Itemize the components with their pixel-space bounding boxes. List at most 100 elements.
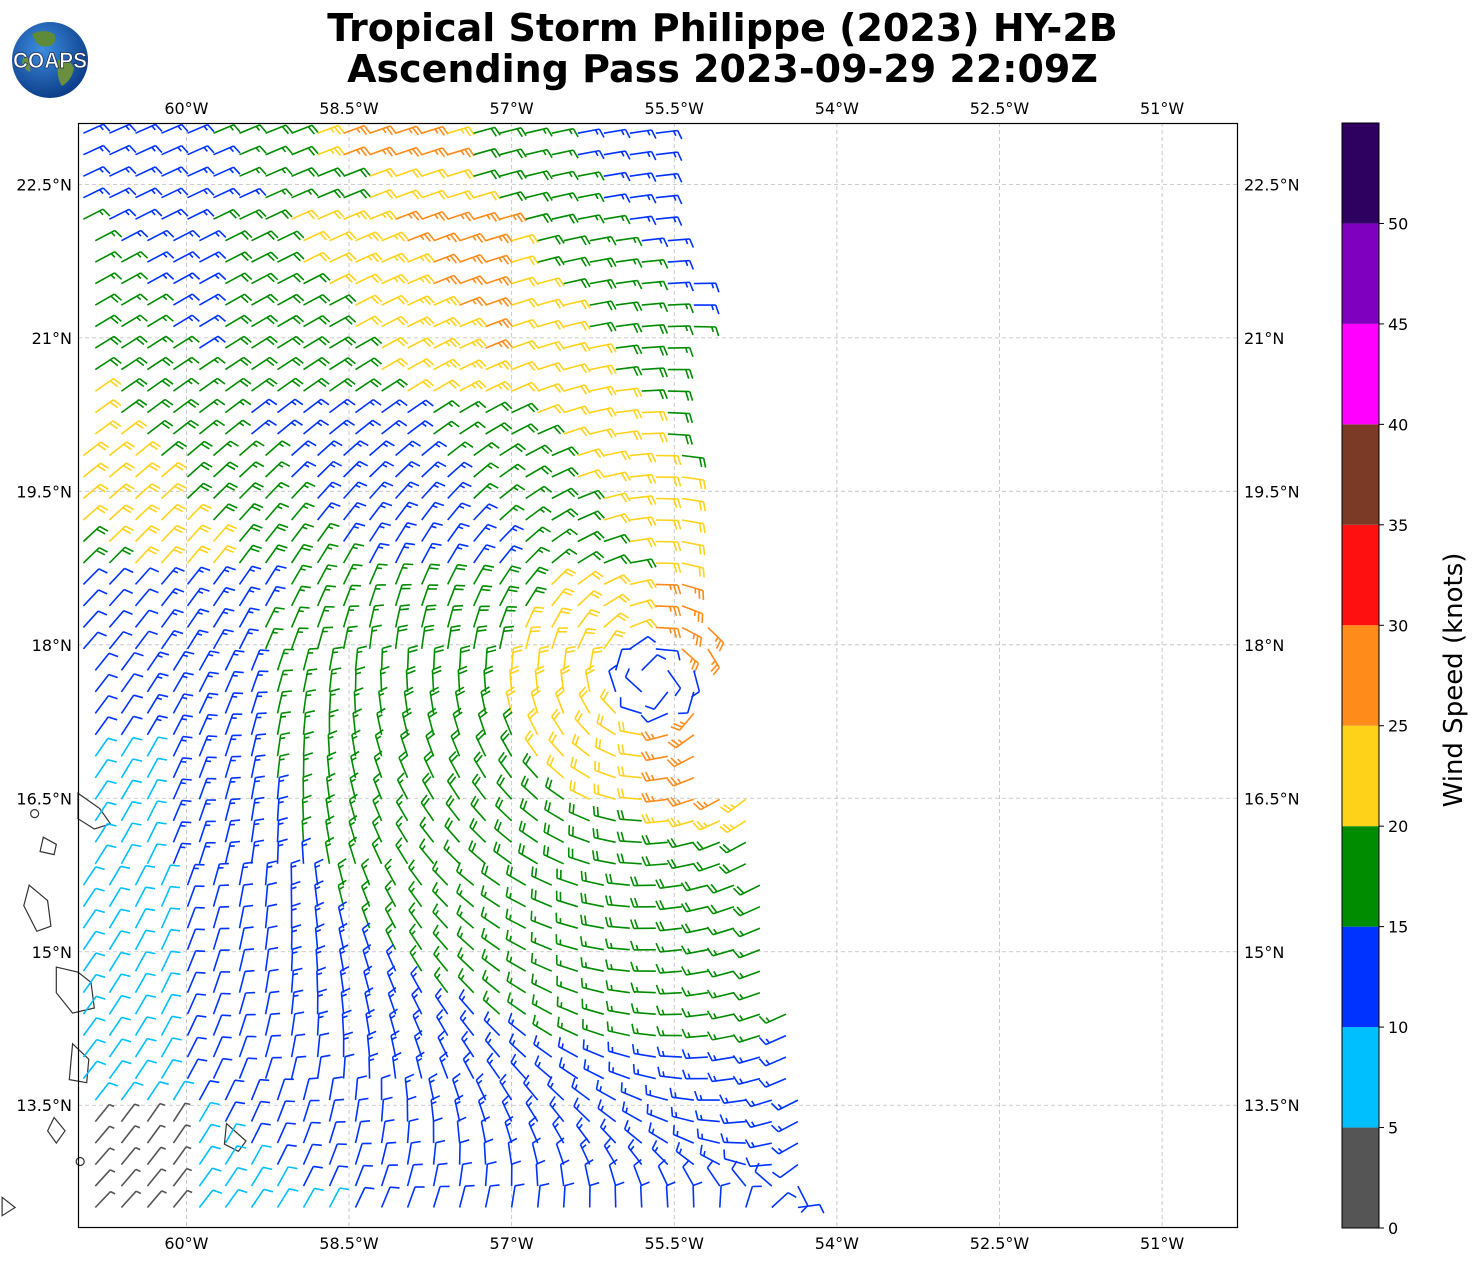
wind-barb — [277, 377, 304, 392]
barb-feather — [184, 650, 195, 655]
wind-barb — [290, 924, 302, 950]
wind-barb — [494, 796, 513, 822]
wind-barb — [224, 692, 244, 714]
barb-feather — [606, 237, 611, 243]
barb-feather — [437, 461, 447, 468]
wind-barb — [473, 482, 499, 500]
barb-feather — [156, 676, 163, 679]
barb-staff — [94, 716, 109, 736]
barb-feather — [340, 971, 347, 976]
wind-barb — [83, 208, 111, 220]
barb-feather — [425, 608, 436, 611]
barb-feather — [718, 865, 727, 874]
barb-feather — [254, 839, 265, 843]
barb-feather — [164, 377, 174, 385]
barb-feather — [109, 1169, 116, 1173]
barb-feather — [539, 566, 549, 572]
barb-feather — [384, 460, 395, 467]
barb-feather — [618, 721, 621, 731]
barb-feather — [534, 937, 537, 943]
barb-feather — [166, 230, 175, 238]
wind-barb — [198, 735, 218, 757]
barb-feather — [568, 802, 571, 813]
barb-feather — [458, 665, 468, 671]
barb-feather — [353, 714, 359, 718]
wind-barb — [224, 713, 243, 736]
barb-feather — [109, 1125, 115, 1130]
wind-barb — [580, 977, 604, 994]
barb-feather — [692, 862, 700, 872]
wind-barb — [108, 588, 134, 607]
barb-feather — [566, 645, 576, 650]
barb-feather — [514, 1183, 525, 1187]
barb-feather — [658, 433, 664, 443]
barb-feather — [453, 232, 461, 242]
wind-barb — [314, 923, 325, 950]
wind-barb — [421, 461, 447, 478]
barb-feather — [170, 950, 181, 954]
barb-feather — [410, 965, 418, 975]
wind-barb — [473, 751, 487, 779]
barb-feather — [333, 147, 342, 157]
barb-staff — [264, 1057, 274, 1079]
barb-feather — [670, 757, 679, 766]
wind-barb — [568, 825, 590, 844]
barb-feather — [658, 389, 664, 400]
barb-feather — [621, 1101, 626, 1111]
wind-barb — [212, 545, 237, 564]
barb-staff — [186, 993, 198, 1015]
wind-barb — [394, 522, 417, 542]
wind-barb — [407, 295, 435, 306]
wind-barb — [447, 522, 470, 542]
barb-feather — [166, 272, 175, 280]
barb-feather — [572, 171, 579, 181]
barb-feather — [651, 817, 655, 823]
wind-barb — [343, 209, 371, 220]
wind-barb — [238, 586, 261, 607]
barb-feather — [177, 210, 182, 216]
barb-staff — [198, 1145, 213, 1166]
barb-feather — [319, 1032, 330, 1036]
barb-feather — [321, 377, 330, 385]
barb-feather — [645, 834, 651, 845]
barb-feather — [99, 146, 104, 152]
barb-feather — [294, 1011, 305, 1015]
wind-barb — [265, 481, 290, 500]
barb-staff — [120, 737, 134, 757]
wind-barb — [606, 1021, 630, 1037]
wind-barb — [732, 970, 761, 980]
barb-feather — [154, 166, 163, 175]
barb-feather — [572, 149, 579, 159]
barb-feather — [698, 522, 702, 533]
barb-feather — [511, 1039, 516, 1046]
barb-feather — [448, 360, 457, 369]
barb-feather — [181, 718, 187, 721]
barb-feather — [344, 338, 353, 346]
wind-barb — [277, 272, 305, 285]
barb-feather — [177, 189, 182, 195]
wind-barb — [224, 1166, 248, 1187]
wind-barb — [589, 343, 617, 354]
wind-barb — [640, 771, 668, 782]
barb-feather — [673, 455, 678, 466]
wind-barb — [655, 984, 682, 995]
wind-barb — [681, 562, 705, 578]
wind-barb — [669, 1087, 694, 1101]
wind-barb — [82, 546, 108, 564]
barb-feather — [636, 237, 643, 247]
barb-feather — [232, 209, 241, 217]
barb-feather — [473, 751, 481, 760]
barb-feather — [149, 588, 159, 594]
barb-feather — [218, 251, 227, 260]
barb-feather — [433, 966, 441, 976]
barb-feather — [605, 1144, 611, 1150]
wind-barb — [551, 587, 575, 607]
wind-barb — [198, 1101, 220, 1123]
barb-feather — [136, 316, 142, 322]
barb-feather — [421, 422, 427, 427]
barb-feather — [739, 951, 744, 957]
barb-feather — [211, 1145, 222, 1150]
wind-barb — [238, 904, 254, 929]
barb-feather — [321, 336, 331, 344]
barb-feather — [605, 895, 609, 905]
